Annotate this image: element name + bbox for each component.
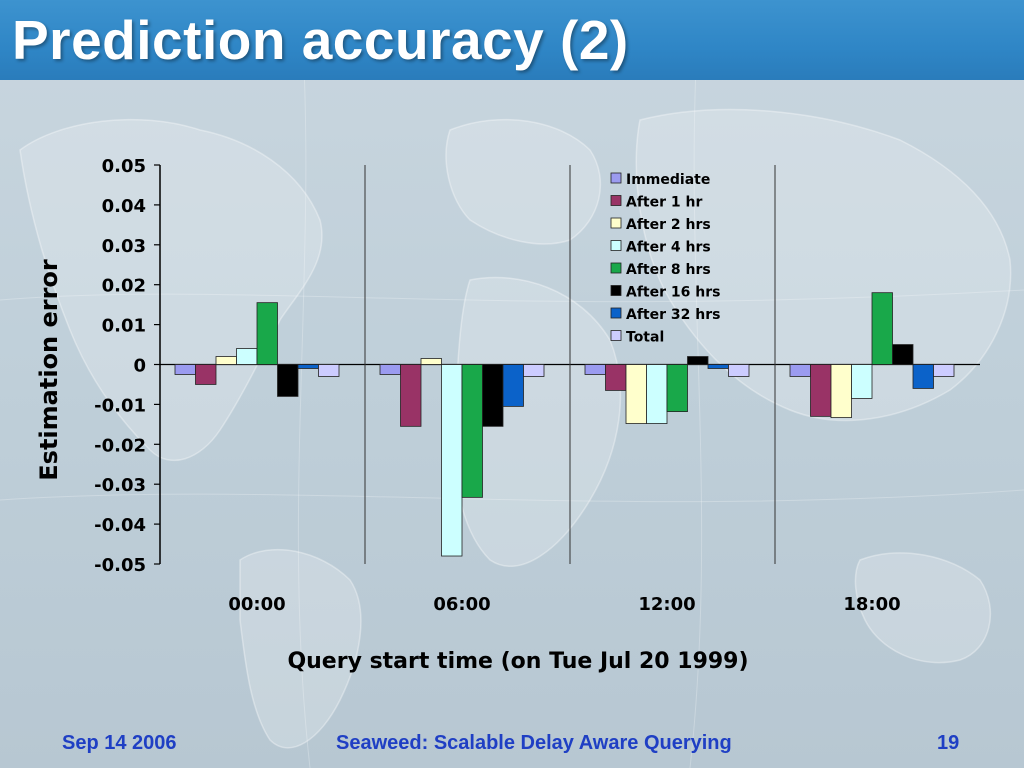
y-tick-label: 0.03: [102, 236, 146, 257]
bar-after-2-hrs-0000: [215, 356, 237, 365]
y-tick-label: 0.05: [102, 156, 146, 177]
bar-total-0000: [318, 364, 340, 377]
bar-immediate-1200: [584, 364, 606, 375]
bar-after-1-hr-0600: [400, 364, 422, 427]
bar-after-16-hrs-0600: [482, 364, 504, 427]
bar-after-4-hrs-1200: [646, 364, 668, 424]
legend-swatch: [610, 172, 622, 184]
x-tick-label: 18:00: [843, 594, 900, 615]
bar-after-1-hr-0000: [195, 364, 217, 385]
legend-swatch: [610, 330, 622, 341]
bar-immediate-0000: [174, 364, 196, 375]
legend-entry: Total: [626, 330, 664, 346]
bar-after-1-hr-1200: [605, 364, 627, 391]
bar-after-16-hrs-1200: [687, 356, 709, 365]
legend-swatch: [610, 195, 622, 206]
legend-swatch: [610, 285, 622, 296]
y-tick-label: 0.04: [102, 196, 146, 217]
legend-entry: After 8 hrs: [626, 262, 711, 278]
legend-entry: After 2 hrs: [626, 217, 711, 233]
legend-entry: After 4 hrs: [626, 240, 711, 256]
bar-after-32-hrs-1800: [912, 364, 934, 389]
footer-page-number: 19: [937, 732, 960, 754]
bar-after-8-hrs-1200: [666, 364, 688, 412]
bar-after-1-hr-1800: [810, 364, 832, 417]
y-tick-label: 0.02: [102, 276, 146, 297]
legend-entry: After 32 hrs: [626, 307, 720, 323]
plot-area: 0.05 0.04 0.03 0.02 0.01 0 -0.01 -0.02 -0.03 -0.0…: [94, 156, 980, 615]
x-tick-label: 12:00: [638, 594, 695, 615]
bar-total-1200: [728, 364, 750, 377]
legend-entry: After 1 hr: [626, 195, 702, 211]
bar-after-4-hrs-1800: [851, 364, 873, 399]
slide-title: Prediction accuracy (2): [12, 9, 629, 71]
bar-after-16-hrs-0000: [277, 364, 299, 397]
legend-swatch: [610, 240, 622, 251]
bar-after-16-hrs-1800: [892, 344, 914, 365]
bar-after-2-hrs-1200: [625, 364, 647, 424]
x-tick-label: 00:00: [228, 594, 285, 615]
legend-entry: Immediate: [626, 172, 710, 188]
y-tick-label: -0.02: [94, 435, 146, 456]
legend-swatch: [610, 262, 622, 274]
y-tick-label: 0.01: [102, 316, 146, 337]
bar-immediate-1800: [789, 364, 811, 377]
bar-after-8-hrs-0600: [461, 364, 483, 498]
y-axis-label: Estimation error: [35, 259, 63, 481]
bar-total-0600: [523, 364, 545, 377]
bar-after-4-hrs-0000: [236, 348, 258, 365]
x-axis-label: Query start time (on Tue Jul 20 1999): [287, 649, 748, 674]
chart-legend: Immediate After 1 hr After 2 hrs After 4 hr…: [610, 172, 720, 346]
bar-after-8-hrs-0000: [256, 302, 278, 365]
bar-after-32-hrs-0600: [502, 364, 524, 407]
x-tick-label: 06:00: [433, 594, 490, 615]
footer-title: Seaweed: Scalable Delay Aware Querying: [336, 732, 732, 754]
footer-date: Sep 14 2006: [62, 732, 177, 754]
legend-swatch: [610, 307, 622, 319]
y-tick-label: -0.05: [94, 555, 146, 576]
legend-entry: After 16 hrs: [626, 285, 720, 301]
y-tick-label: -0.04: [94, 515, 146, 536]
y-tick-label: -0.03: [94, 475, 146, 496]
bar-total-1800: [933, 364, 955, 377]
bar-after-4-hrs-0600: [441, 364, 463, 557]
y-tick-label: 0: [133, 356, 146, 377]
bar-after-32-hrs-1200: [707, 364, 729, 369]
bar-after-2-hrs-0600: [420, 358, 442, 365]
y-tick-label: -0.01: [94, 395, 146, 416]
bar-immediate-0600: [379, 364, 401, 375]
bar-after-2-hrs-1800: [830, 364, 852, 418]
bar-after-32-hrs-0000: [297, 364, 319, 369]
legend-swatch: [610, 217, 622, 229]
bar-after-8-hrs-1800: [871, 292, 893, 365]
title-bar: Prediction accuracy (2): [0, 0, 1024, 80]
